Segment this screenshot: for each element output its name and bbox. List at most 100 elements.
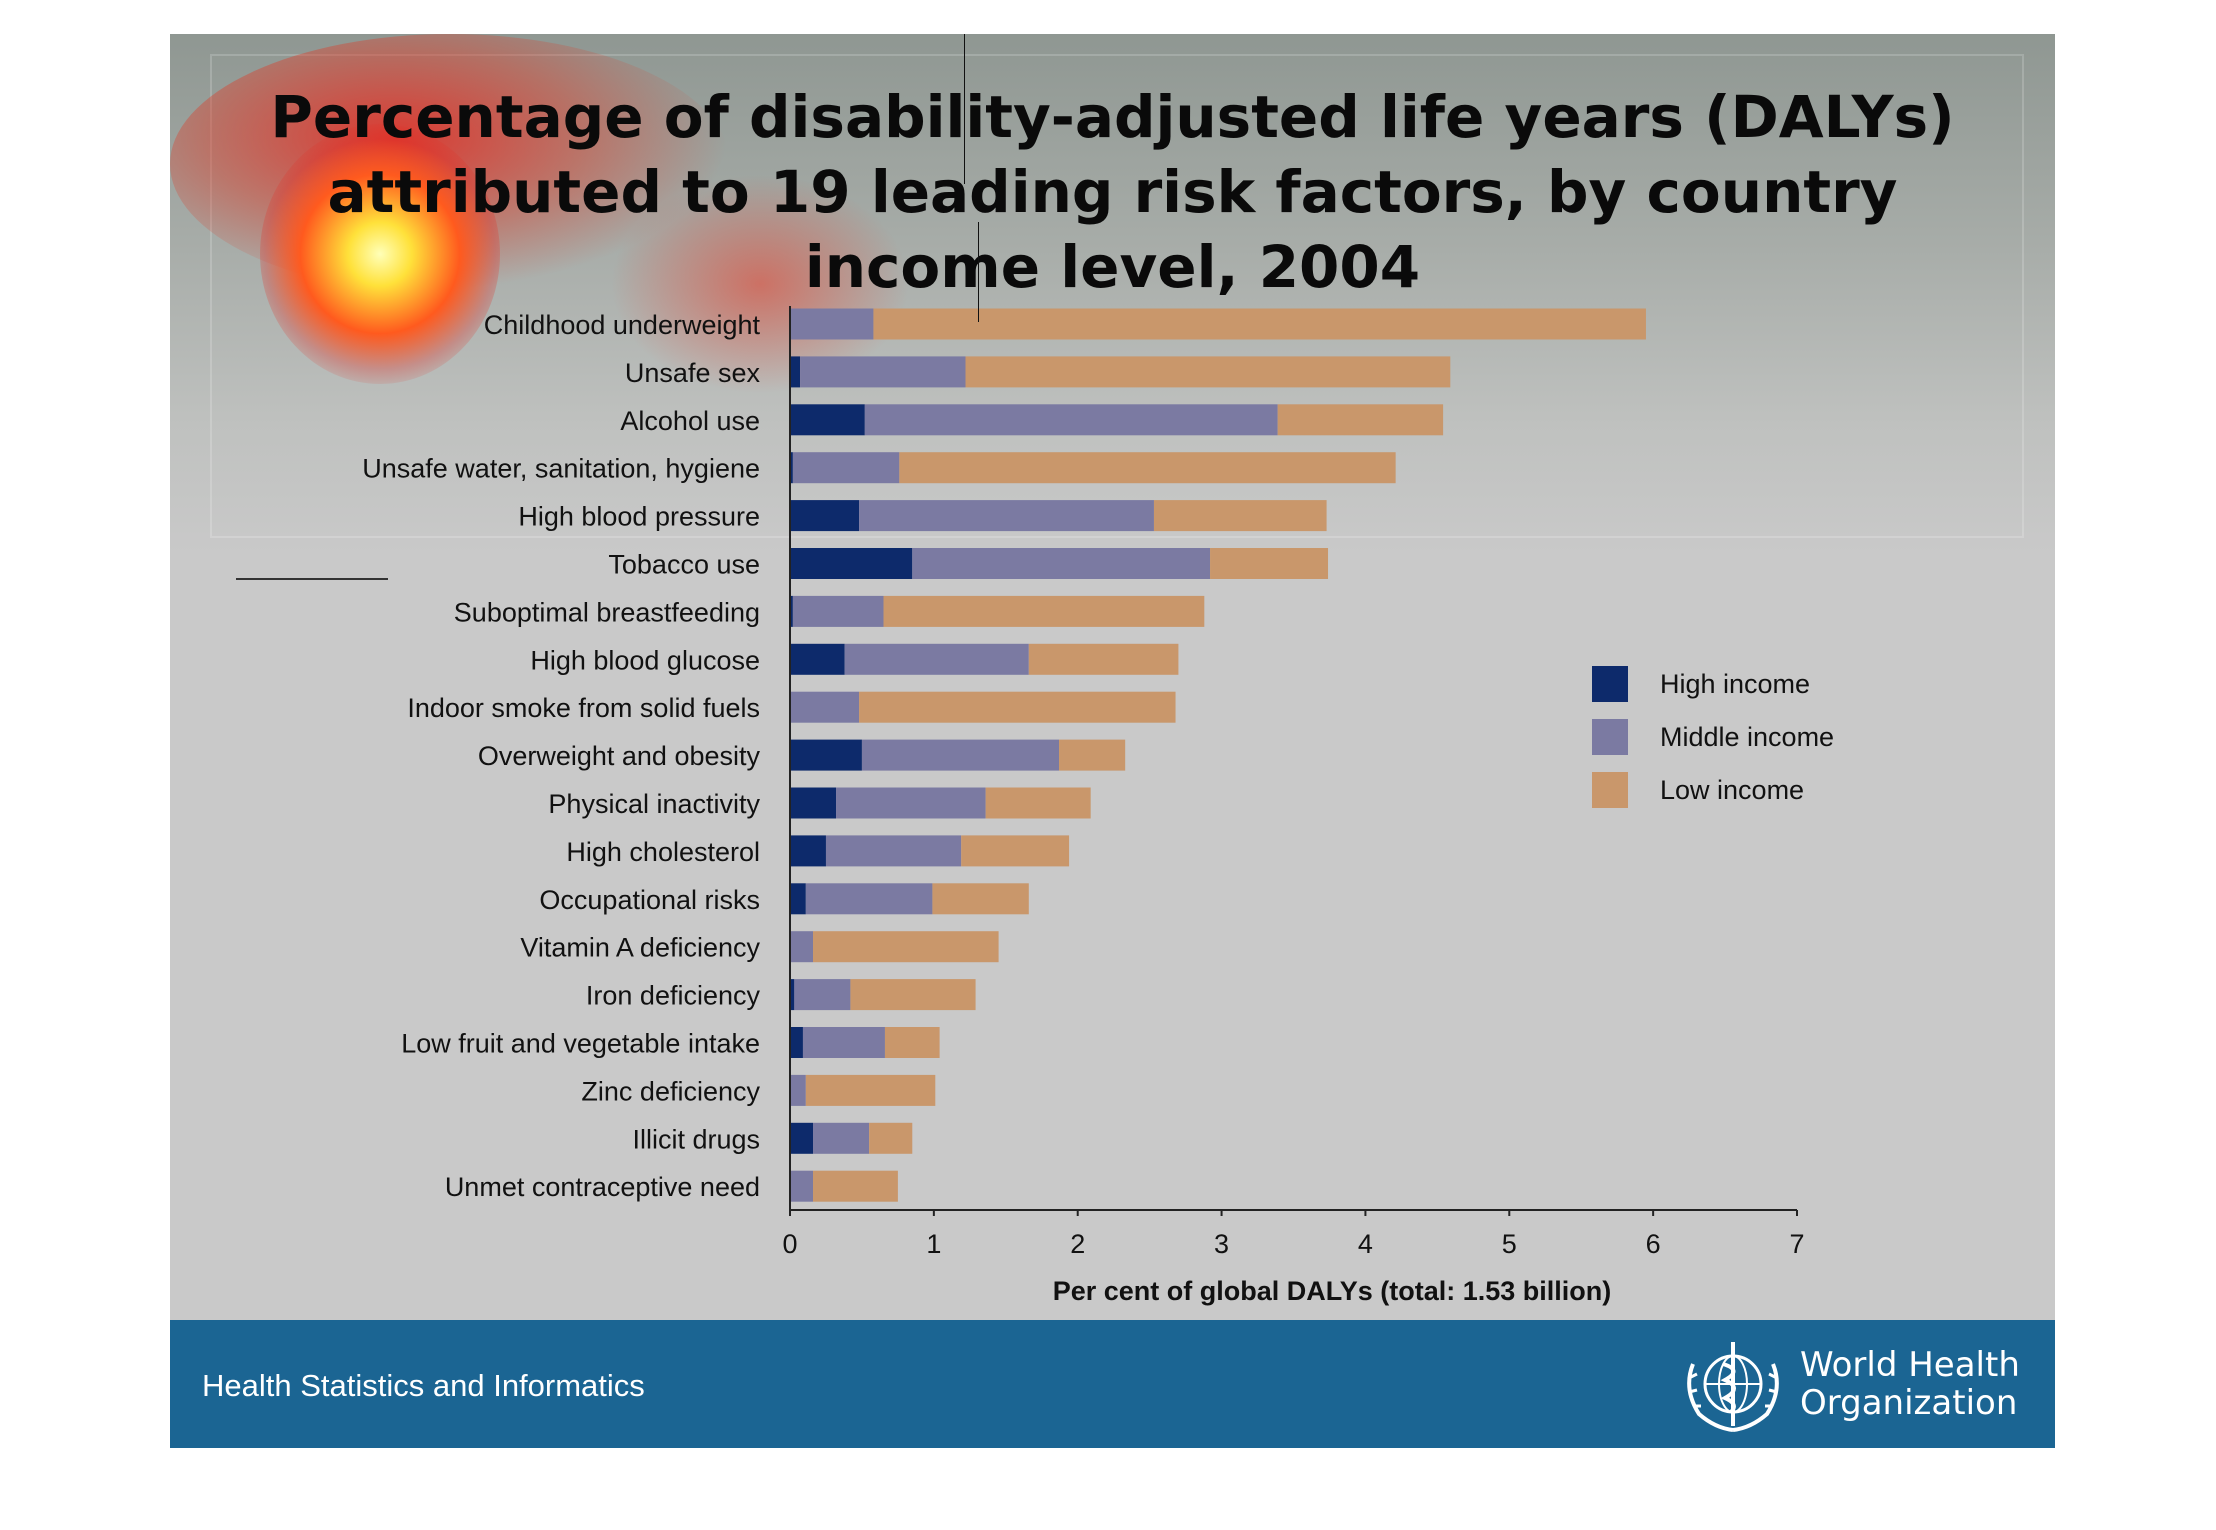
category-label: Vitamin A deficiency xyxy=(520,933,760,963)
bar-segment-low-income xyxy=(813,931,999,963)
bar-segment-low-income xyxy=(813,1170,898,1202)
category-label: Childhood underweight xyxy=(484,310,761,340)
x-tick-label: 2 xyxy=(1070,1229,1085,1259)
category-label: Tobacco use xyxy=(608,550,760,580)
bar-segment-high-income xyxy=(790,883,806,915)
x-tick-label: 0 xyxy=(782,1229,797,1259)
category-label: Low fruit and vegetable intake xyxy=(401,1029,760,1059)
footer-bar: Health Statistics and Informatics World … xyxy=(170,1320,2055,1448)
category-label: High blood pressure xyxy=(518,502,760,532)
category-label: Unmet contraceptive need xyxy=(445,1172,760,1202)
bar-segment-middle-income xyxy=(790,1170,814,1202)
bar-segment-middle-income xyxy=(802,1027,885,1058)
category-label: Overweight and obesity xyxy=(478,741,761,771)
x-axis-title: Per cent of global DALYs (total: 1.53 bi… xyxy=(1053,1276,1612,1306)
legend-label: Low income xyxy=(1660,774,1805,805)
bar-segment-high-income xyxy=(790,835,826,867)
x-tick-label: 4 xyxy=(1358,1229,1373,1259)
bar-segment-high-income xyxy=(790,356,801,388)
cursor-marker-line xyxy=(964,34,965,184)
category-label: Indoor smoke from solid fuels xyxy=(407,693,760,723)
bar-segment-low-income xyxy=(985,787,1091,819)
bar-segment-middle-income xyxy=(813,1122,870,1154)
legend-swatch xyxy=(1592,666,1628,702)
legend-swatch xyxy=(1592,719,1628,755)
x-tick-label: 3 xyxy=(1214,1229,1229,1259)
bar-segment-low-income xyxy=(899,452,1396,484)
category-label: High cholesterol xyxy=(566,837,760,867)
who-organization-name: World Health Organization xyxy=(1800,1345,2020,1423)
underline-mark xyxy=(236,578,388,580)
category-label: Illicit drugs xyxy=(632,1124,760,1154)
category-label: Suboptimal breastfeeding xyxy=(454,597,760,627)
bar-segment-middle-income xyxy=(836,787,986,819)
stacked-bar-chart: Childhood underweight Unsafe sex Alcohol u… xyxy=(362,306,1805,1306)
bar-segment-low-income xyxy=(961,835,1070,867)
bar-segment-middle-income xyxy=(912,548,1211,579)
category-label: Zinc deficiency xyxy=(581,1076,760,1106)
legend-swatch xyxy=(1592,772,1628,808)
category-label: Iron deficiency xyxy=(586,981,761,1011)
bar-segment-middle-income xyxy=(844,643,1029,675)
bar-segment-low-income xyxy=(1028,643,1179,675)
bar-segment-high-income xyxy=(790,1122,814,1154)
chart-legend: High income Middle income Low income xyxy=(1592,666,1852,825)
x-tick-label: 6 xyxy=(1646,1229,1661,1259)
bar-segment-middle-income xyxy=(792,452,900,484)
bar-segment-middle-income xyxy=(794,979,851,1011)
x-tick-label: 1 xyxy=(926,1229,941,1259)
bar-segment-low-income xyxy=(850,979,976,1011)
bar-segment-high-income xyxy=(790,643,845,675)
bar-segment-high-income xyxy=(790,404,865,436)
bar-segment-middle-income xyxy=(861,739,1060,771)
legend-item: High income xyxy=(1592,666,1852,702)
bar-segment-low-income xyxy=(1277,404,1444,436)
bar-segment-low-income xyxy=(932,883,1029,915)
bar-segment-low-income xyxy=(859,691,1176,723)
category-label: Occupational risks xyxy=(539,885,760,915)
bar-segment-low-income xyxy=(873,308,1646,340)
bar-segment-high-income xyxy=(790,500,860,532)
slide-background xyxy=(170,34,2055,1448)
bar-segment-middle-income xyxy=(790,931,814,963)
bar-segment-middle-income xyxy=(825,835,962,867)
category-label: Unsafe sex xyxy=(625,358,761,388)
category-label: High blood glucose xyxy=(530,645,760,675)
bar-segment-low-income xyxy=(1059,739,1126,771)
x-tick-label: 7 xyxy=(1789,1229,1804,1259)
bar-segment-middle-income xyxy=(859,500,1154,532)
bar-segment-high-income xyxy=(790,452,793,484)
legend-item: Low income xyxy=(1592,772,1852,808)
bar-segment-high-income xyxy=(790,979,795,1011)
bar-segment-low-income xyxy=(869,1122,913,1154)
bar-segment-low-income xyxy=(965,356,1451,388)
who-emblem-icon xyxy=(1687,1342,1779,1432)
bar-segment-middle-income xyxy=(790,308,874,340)
legend-label: Middle income xyxy=(1660,721,1835,752)
bar-segment-high-income xyxy=(790,739,862,771)
cursor-marker-line xyxy=(978,222,979,322)
footer-department-text: Health Statistics and Informatics xyxy=(202,1368,645,1403)
x-tick-label: 5 xyxy=(1502,1229,1517,1259)
bar-segment-middle-income xyxy=(800,356,966,388)
bar-segment-low-income xyxy=(805,1074,936,1106)
slide-title: Percentage of disability-adjusted life y… xyxy=(270,83,1955,301)
category-label: Unsafe water, sanitation, hygiene xyxy=(362,454,760,484)
bar-segment-high-income xyxy=(790,548,913,579)
bar-segment-middle-income xyxy=(792,595,884,627)
bar-segment-high-income xyxy=(790,595,793,627)
bar-segment-low-income xyxy=(1153,500,1327,532)
legend-item: Middle income xyxy=(1592,719,1852,755)
legend-label: High income xyxy=(1660,668,1811,699)
bar-segment-middle-income xyxy=(805,883,933,915)
bar-segment-middle-income xyxy=(790,1074,806,1106)
bar-segment-low-income xyxy=(1210,548,1329,579)
category-label: Physical inactivity xyxy=(548,789,760,819)
bar-segment-high-income xyxy=(790,787,837,819)
bar-segment-middle-income xyxy=(790,691,860,723)
banner-frame xyxy=(210,54,2024,538)
bar-segment-high-income xyxy=(790,1027,803,1058)
bar-segment-low-income xyxy=(883,595,1205,627)
bar-segment-middle-income xyxy=(864,404,1278,436)
attention-heatmap-hotspot xyxy=(260,124,500,384)
